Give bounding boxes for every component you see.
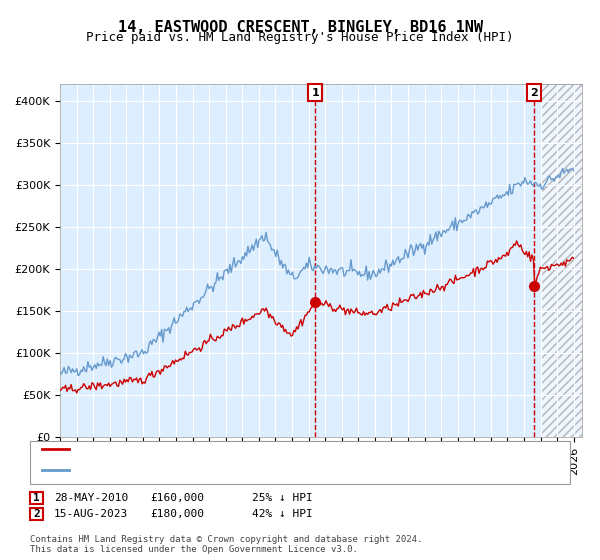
Bar: [541, 84, 582, 437]
Text: 28-MAY-2010: 28-MAY-2010: [54, 493, 128, 503]
Text: 42% ↓ HPI: 42% ↓ HPI: [252, 509, 313, 519]
Text: 1: 1: [311, 88, 319, 98]
Text: £160,000: £160,000: [150, 493, 204, 503]
Text: £180,000: £180,000: [150, 509, 204, 519]
Text: Contains HM Land Registry data © Crown copyright and database right 2024.
This d: Contains HM Land Registry data © Crown c…: [30, 535, 422, 554]
Text: 2: 2: [530, 88, 538, 98]
Text: 14, EASTWOOD CRESCENT, BINGLEY, BD16 1NW (detached house): 14, EASTWOOD CRESCENT, BINGLEY, BD16 1NW…: [72, 445, 457, 455]
Text: 25% ↓ HPI: 25% ↓ HPI: [252, 493, 313, 503]
Bar: [541, 84, 582, 437]
Text: 14, EASTWOOD CRESCENT, BINGLEY, BD16 1NW: 14, EASTWOOD CRESCENT, BINGLEY, BD16 1NW: [118, 20, 482, 35]
Text: 2: 2: [33, 509, 40, 519]
Text: HPI: Average price, detached house, Bradford: HPI: Average price, detached house, Brad…: [72, 466, 369, 477]
Text: Price paid vs. HM Land Registry's House Price Index (HPI): Price paid vs. HM Land Registry's House …: [86, 31, 514, 44]
Text: 1: 1: [33, 493, 40, 503]
Text: 15-AUG-2023: 15-AUG-2023: [54, 509, 128, 519]
